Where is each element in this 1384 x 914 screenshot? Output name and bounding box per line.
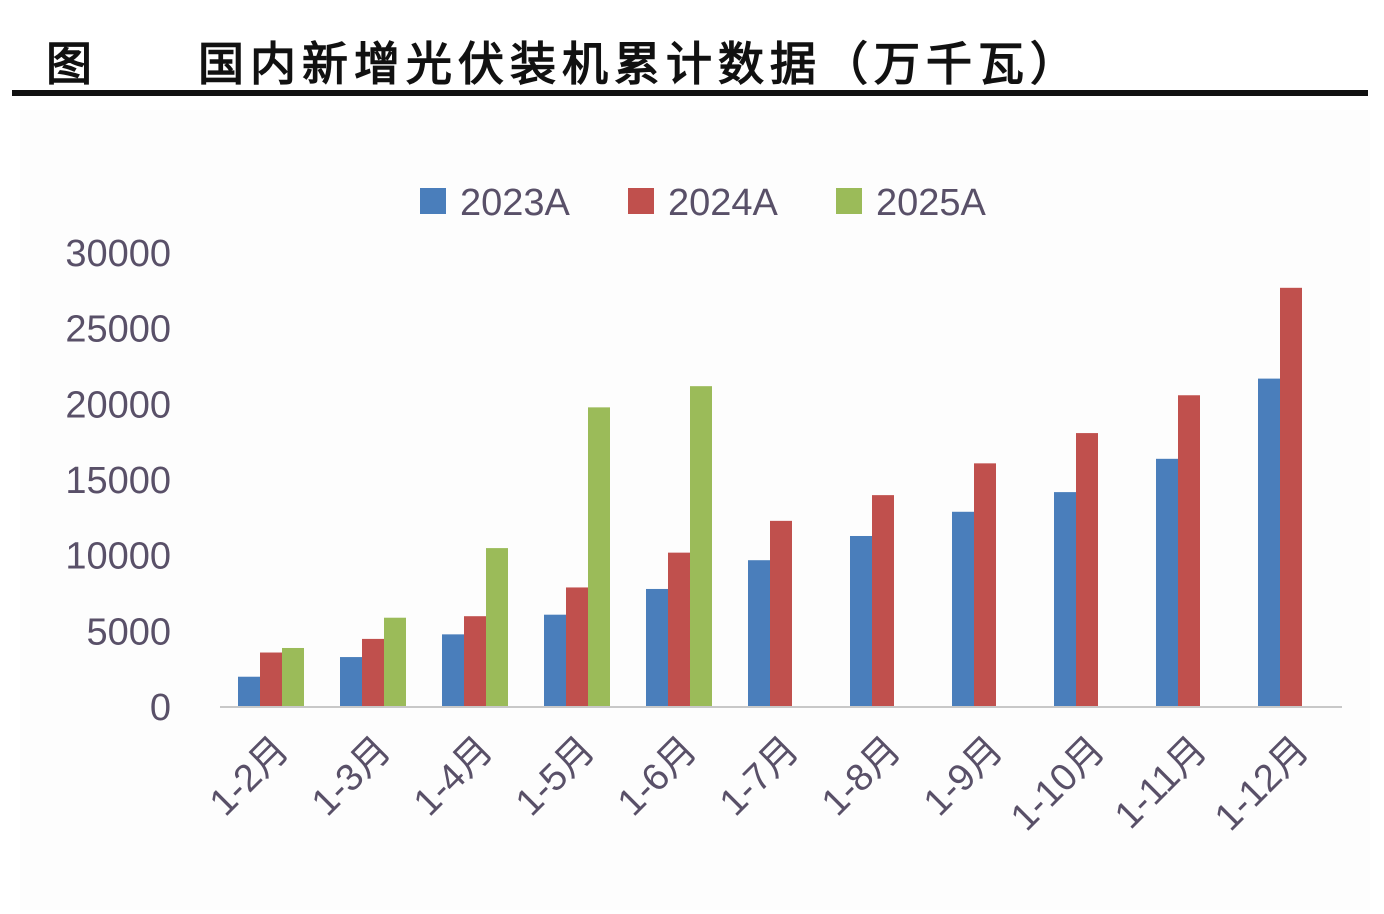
legend-label-2024A: 2024A [668,182,779,224]
figure-title: 国内新增光伏装机累计数据（万千瓦） [198,37,1082,91]
bar-2024A-8 [1076,433,1098,707]
bar-2024A-6 [872,495,894,707]
bar-2024A-9 [1178,395,1200,707]
bar-2023A-7 [952,511,974,707]
bar-2025A-3 [588,407,610,707]
bar-series [238,287,1302,707]
y-tick-label: 15000 [65,460,171,502]
bar-2025A-2 [486,548,508,707]
y-tick-label: 5000 [86,611,171,653]
y-tick-label: 30000 [65,233,171,275]
bar-2023A-3 [544,614,566,707]
bar-2024A-4 [668,552,690,707]
bar-2024A-0 [260,652,282,707]
bar-2024A-5 [770,520,792,707]
bar-2024A-1 [362,638,384,707]
y-tick-label: 25000 [65,309,171,351]
figure-header: 图 国内新增光伏装机累计数据（万千瓦） [0,0,1384,100]
bar-2023A-10 [1258,378,1280,707]
legend-label-2023A: 2023A [460,182,571,224]
bar-2023A-2 [442,634,464,707]
bar-2023A-0 [238,676,260,707]
bar-2023A-6 [850,535,872,707]
bar-2024A-2 [464,616,486,707]
bar-2023A-9 [1156,458,1178,707]
y-tick-label: 10000 [65,536,171,578]
bar-2024A-10 [1280,287,1302,707]
title-rule [12,90,1368,96]
legend-swatch-2024A [628,188,654,214]
bar-2023A-5 [748,560,770,707]
figure-label: 图 [46,37,94,91]
y-axis: 0 5000 10000 15000 20000 25000 30000 [65,233,171,729]
bar-2023A-4 [646,588,668,707]
legend: 2023A 2024A 2025A [420,182,987,224]
legend-swatch-2025A [836,188,862,214]
bar-2025A-0 [282,647,304,707]
bar-2023A-1 [340,657,362,707]
bar-2024A-7 [974,463,996,707]
bar-2024A-3 [566,587,588,707]
legend-label-2025A: 2025A [876,182,987,224]
legend-swatch-2023A [420,188,446,214]
bar-2025A-4 [690,386,712,707]
bar-2025A-1 [384,617,406,707]
y-tick-label: 0 [150,687,171,729]
bar-2023A-8 [1054,492,1076,707]
y-tick-label: 20000 [65,384,171,426]
